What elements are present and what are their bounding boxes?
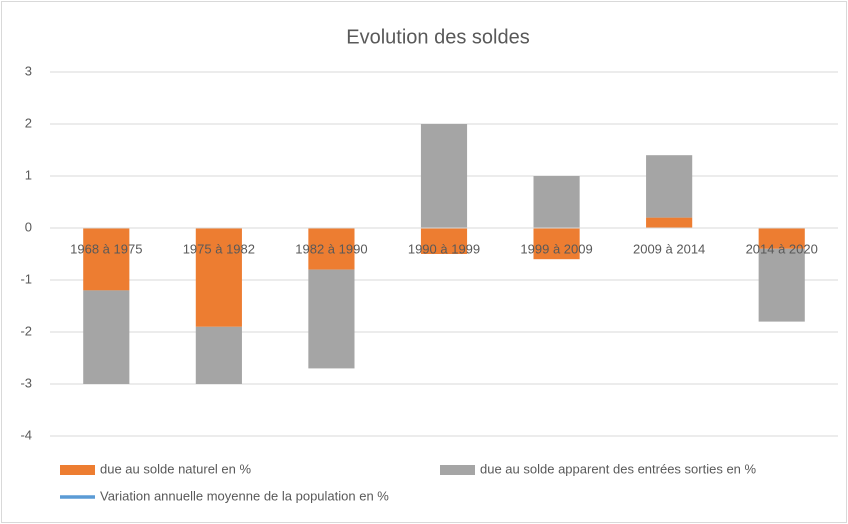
- bar: [646, 217, 693, 228]
- legend-label: due au solde apparent des entrées sortie…: [480, 461, 757, 476]
- bar: [533, 176, 580, 228]
- x-tick-label: 2014 à 2020: [746, 241, 818, 256]
- bar: [420, 124, 468, 228]
- x-tick-label: 1982 à 1990: [295, 241, 367, 256]
- legend-swatch: [440, 465, 475, 475]
- y-tick-label: -1: [20, 271, 32, 286]
- bar: [195, 228, 242, 327]
- x-tick-label: 2009 à 2014: [633, 241, 705, 256]
- chart-title: Evolution des soldes: [346, 26, 529, 48]
- legend-label: Variation annuelle moyenne de la populat…: [100, 488, 389, 503]
- x-tick-label: 1975 à 1982: [183, 241, 255, 256]
- y-tick-label: -2: [20, 323, 32, 338]
- y-tick-label: -4: [20, 427, 32, 442]
- y-tick-label: -3: [20, 375, 32, 390]
- y-tick-label: 3: [25, 63, 32, 78]
- bar: [420, 228, 468, 254]
- x-tick-label: 1999 à 2009: [520, 241, 592, 256]
- bar: [83, 228, 130, 291]
- x-tick-label: 1968 à 1975: [70, 241, 142, 256]
- y-tick-label: 1: [25, 167, 32, 182]
- bar: [83, 290, 130, 384]
- bar: [646, 155, 693, 218]
- bar: [533, 228, 580, 260]
- bar: [308, 228, 355, 270]
- legend-swatch: [60, 465, 95, 475]
- y-tick-label: 0: [25, 219, 32, 234]
- legend-label: due au solde naturel en %: [100, 461, 251, 476]
- bar: [308, 269, 355, 369]
- bar: [758, 248, 805, 322]
- y-tick-label: 2: [25, 115, 32, 130]
- bar: [195, 326, 242, 384]
- x-tick-label: 1990 à 1999: [408, 241, 480, 256]
- bar: [758, 228, 805, 249]
